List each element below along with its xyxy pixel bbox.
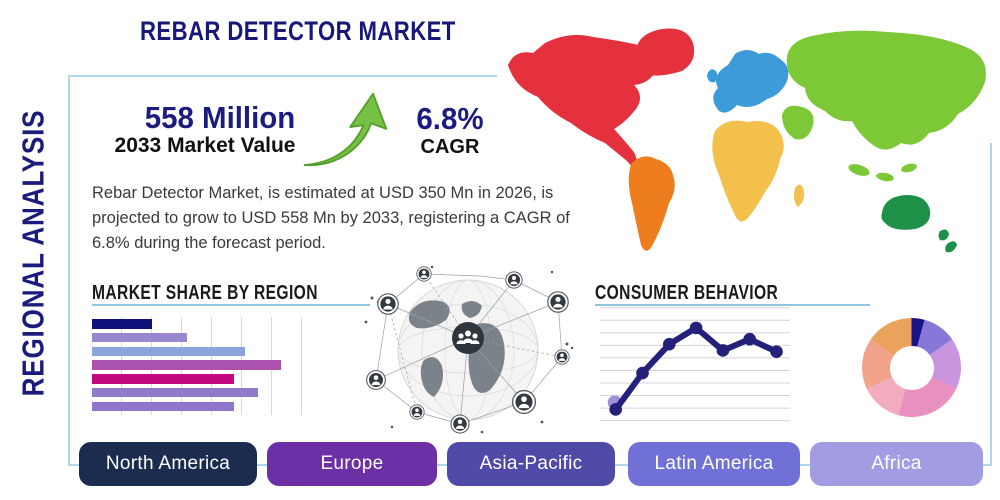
globe-continent — [461, 300, 482, 318]
growth-arrow-icon — [303, 92, 388, 166]
map-new-zealand-north — [938, 229, 949, 241]
map-island-2 — [876, 172, 894, 182]
bar-segment-6 — [92, 401, 234, 412]
person-node-icon — [409, 404, 425, 420]
person-node-icon — [366, 370, 386, 390]
bar-segment-0 — [92, 319, 153, 329]
map-middle-east — [782, 105, 814, 140]
world-map — [497, 3, 997, 253]
bar-segment-2 — [92, 346, 246, 357]
page-title: REBAR DETECTOR MARKET — [140, 16, 456, 46]
donut-hole — [889, 345, 934, 390]
market-share-title: MARKET SHARE BY REGION — [92, 282, 318, 304]
map-united-kingdom — [707, 69, 718, 83]
market-value-caption: 2033 Market Value — [114, 134, 296, 157]
region-button-asia-pacific[interactable]: Asia-Pacific — [447, 442, 615, 486]
map-island-3 — [901, 163, 917, 173]
bar-segment-1 — [92, 332, 187, 343]
network-nodes — [366, 266, 570, 434]
region-button-africa[interactable]: Africa — [810, 442, 983, 486]
map-island-1 — [848, 164, 870, 176]
region-button-north-america[interactable]: North America — [79, 442, 257, 486]
person-node-icon — [450, 414, 470, 434]
map-africa — [712, 120, 784, 222]
bar-segment-3 — [92, 360, 281, 370]
globe-network-graphic — [364, 265, 574, 434]
regional-analysis-label: REGIONAL ANALYSIS — [16, 109, 52, 397]
market-value: 558 Million — [144, 100, 296, 135]
market-share-bar-chart — [92, 317, 304, 415]
map-greenland — [635, 28, 695, 76]
consumer-behavior-underline — [595, 304, 870, 306]
donut-chart — [862, 318, 961, 417]
map-south-america — [628, 156, 675, 251]
region-button-europe[interactable]: Europe — [267, 442, 437, 486]
map-australia — [881, 194, 931, 230]
people-group-node-icon — [452, 322, 484, 354]
market-description: Rebar Detector Market, is estimated at U… — [92, 184, 570, 253]
map-new-zealand-south — [945, 241, 957, 253]
person-node-icon — [547, 291, 569, 313]
person-node-icon — [511, 389, 537, 415]
consumer-behavior-line-chart — [600, 307, 790, 422]
region-button-latin-america[interactable]: Latin America — [628, 442, 800, 486]
cagr-value: 6.8% — [416, 101, 484, 136]
vertical-label-wrap: REGIONAL ANALYSIS — [8, 88, 60, 418]
map-north-america — [508, 35, 657, 169]
person-node-icon — [416, 266, 432, 282]
consumer-behavior-title: CONSUMER BEHAVIOR — [595, 282, 779, 304]
globe-continent — [408, 300, 450, 329]
globe-continent — [420, 357, 443, 397]
bar-segment-5 — [92, 387, 259, 398]
market-share-underline — [92, 304, 370, 306]
person-node-icon — [505, 271, 523, 289]
person-node-icon — [554, 349, 570, 365]
map-europe — [713, 50, 789, 113]
person-node-icon — [377, 293, 399, 315]
cagr-caption: CAGR — [420, 136, 480, 158]
bar-segment-4 — [92, 374, 234, 384]
map-madagascar — [794, 184, 805, 207]
map-asia — [786, 30, 986, 150]
